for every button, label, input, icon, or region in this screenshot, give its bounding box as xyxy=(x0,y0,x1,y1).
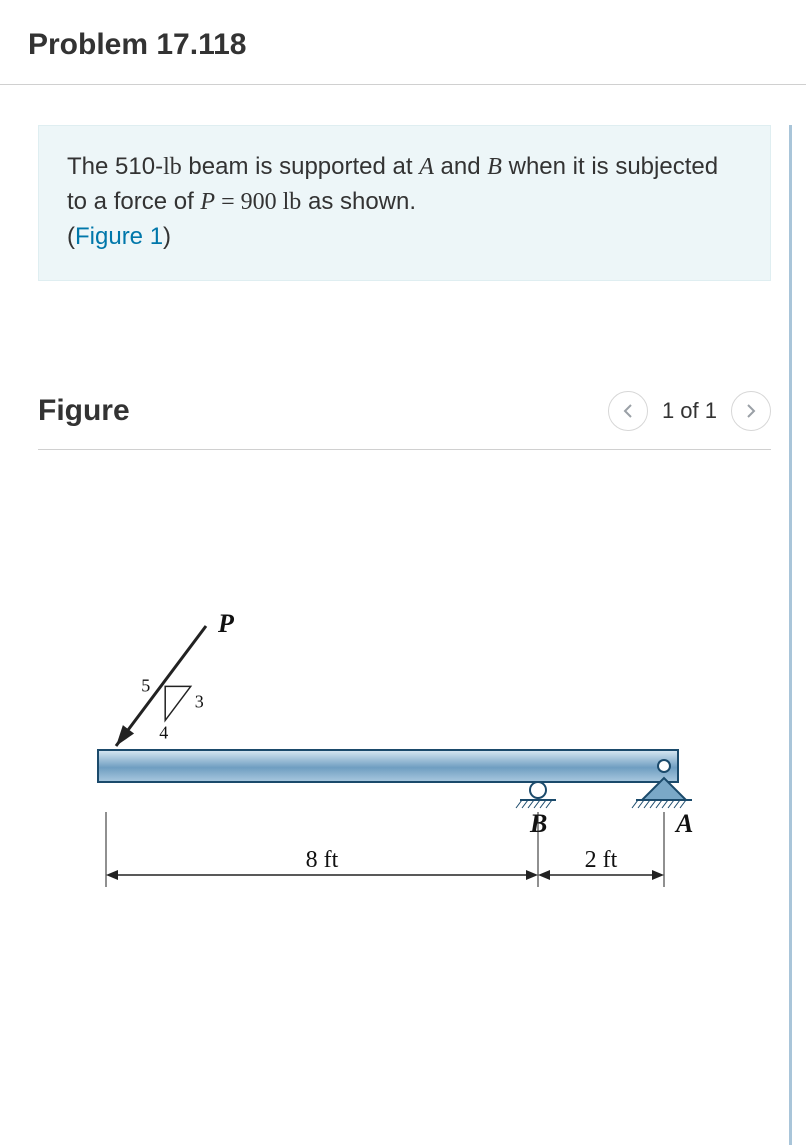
figure-pager: 1 of 1 xyxy=(608,391,771,431)
svg-text:3: 3 xyxy=(195,692,204,712)
figure-link[interactable]: Figure 1 xyxy=(75,223,163,250)
svg-text:4: 4 xyxy=(159,723,168,743)
pager-next-button[interactable] xyxy=(731,391,771,431)
stmt-end: as shown. xyxy=(301,188,416,215)
pager-count: 1 of 1 xyxy=(662,398,717,424)
stmt-prefix: The 510- xyxy=(67,153,163,180)
equals: = 900 xyxy=(215,189,283,215)
problem-title: Problem 17.118 xyxy=(28,28,806,62)
var-a: A xyxy=(419,154,434,180)
pager-prev-button[interactable] xyxy=(608,391,648,431)
figure-diagram: P534BA8 ft2 ft xyxy=(38,510,771,990)
stmt-mid2: and xyxy=(434,153,487,180)
svg-text:2 ft: 2 ft xyxy=(585,847,618,873)
var-b: B xyxy=(487,154,502,180)
stmt-mid1: beam is supported at xyxy=(182,153,419,180)
problem-statement-box: The 510-lb beam is supported at A and B … xyxy=(38,125,771,281)
content-wrap: The 510-lb beam is supported at A and B … xyxy=(0,125,792,1145)
figure-heading: Figure xyxy=(38,394,130,428)
unit-lb-1: lb xyxy=(163,154,182,180)
figure-header: Figure 1 of 1 xyxy=(38,391,771,450)
var-p: P xyxy=(200,189,215,215)
chevron-left-icon xyxy=(622,403,634,419)
svg-text:8 ft: 8 ft xyxy=(306,847,339,873)
svg-text:A: A xyxy=(674,809,693,838)
svg-text:P: P xyxy=(217,609,235,638)
unit-lb-2: lb xyxy=(283,189,302,215)
chevron-right-icon xyxy=(745,403,757,419)
svg-text:5: 5 xyxy=(141,676,150,696)
